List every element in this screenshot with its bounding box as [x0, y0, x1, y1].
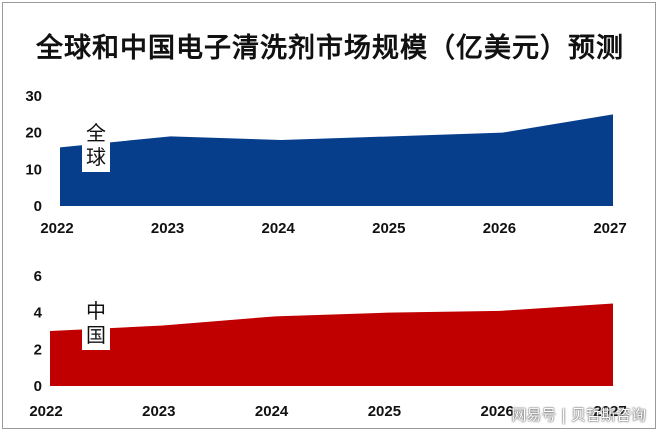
global-xtick-label: 2025: [372, 220, 405, 237]
china-ytick-label: 4: [34, 305, 43, 322]
china-series-label-box: [82, 298, 110, 350]
global-area: [60, 114, 613, 206]
global-xtick-label: 2022: [40, 220, 73, 237]
global-series-label-char: 全: [86, 121, 106, 145]
china-ytick-label: 2: [34, 341, 42, 358]
global-ytick-label: 20: [25, 125, 42, 142]
global-series-label-box: [82, 120, 110, 172]
china-xtick-label: 2024: [255, 403, 289, 420]
global-ytick-label: 10: [25, 161, 42, 178]
china-series-label-char: 中: [86, 299, 106, 323]
china-ytick-label: 6: [34, 268, 42, 285]
china-xtick-label: 2027: [593, 403, 626, 420]
china-xtick-label: 2025: [368, 403, 401, 420]
china-xtick-label: 2026: [481, 403, 514, 420]
china-xtick-label: 2022: [29, 403, 62, 420]
watermark-text: 网易号 | 贝哲斯咨询: [511, 406, 646, 424]
global-xtick-label: 2023: [151, 220, 184, 237]
china-xtick-label: 2023: [142, 403, 175, 420]
chart-title: 全球和中国电子清洗剂市场规模（亿美元）预测: [36, 33, 624, 64]
global-ytick-label: 30: [25, 88, 42, 105]
global-ytick-label: 0: [34, 198, 42, 215]
china-series-label-char: 国: [86, 323, 106, 347]
global-series-label-char: 球: [86, 145, 106, 169]
global-xtick-label: 2024: [262, 220, 296, 237]
china-ytick-label: 0: [34, 378, 42, 395]
global-xtick-label: 2026: [483, 220, 516, 237]
global-xtick-label: 2027: [593, 220, 626, 237]
china-area: [50, 303, 613, 386]
